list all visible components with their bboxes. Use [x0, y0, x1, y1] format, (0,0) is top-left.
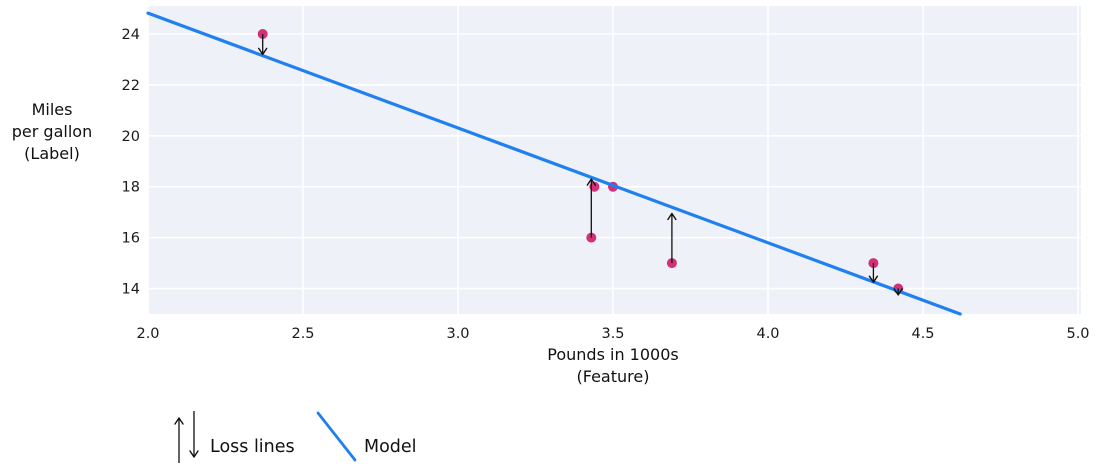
y-tick-label: 14	[122, 282, 140, 298]
x-tick-label: 3.5	[601, 326, 624, 342]
x-axis-label: Pounds in 1000s (Feature)	[547, 345, 679, 386]
x-tick-label: 2.0	[136, 326, 159, 342]
y-tick-label: 18	[122, 180, 140, 196]
model-line-icon	[316, 411, 357, 462]
x-tick-label: 5.0	[1066, 326, 1089, 342]
model-line	[146, 11, 962, 316]
legend-loss-lines-label: Loss lines	[210, 437, 295, 457]
legend-model-label: Model	[364, 437, 417, 457]
y-tick-label: 16	[122, 231, 140, 247]
x-tick-label: 3.0	[446, 326, 469, 342]
y-tick-label: 22	[122, 78, 140, 94]
y-tick-label: 24	[122, 27, 140, 43]
plot-background	[148, 6, 1081, 314]
x-tick-label: 4.5	[911, 326, 934, 342]
y-tick-label: 20	[122, 129, 140, 145]
chart-plot-area: 2.0 2.5 3.0 3.5 4.0 4.5 5.0 14 16 18 20 22 24	[122, 6, 1090, 342]
legend: Loss lines Model	[166, 408, 646, 466]
loss-lines-icon	[174, 411, 199, 463]
x-tick-label: 4.0	[756, 326, 779, 342]
x-tick-label: 2.5	[291, 326, 314, 342]
y-axis-label: Miles per gallon (Label)	[11, 100, 93, 163]
